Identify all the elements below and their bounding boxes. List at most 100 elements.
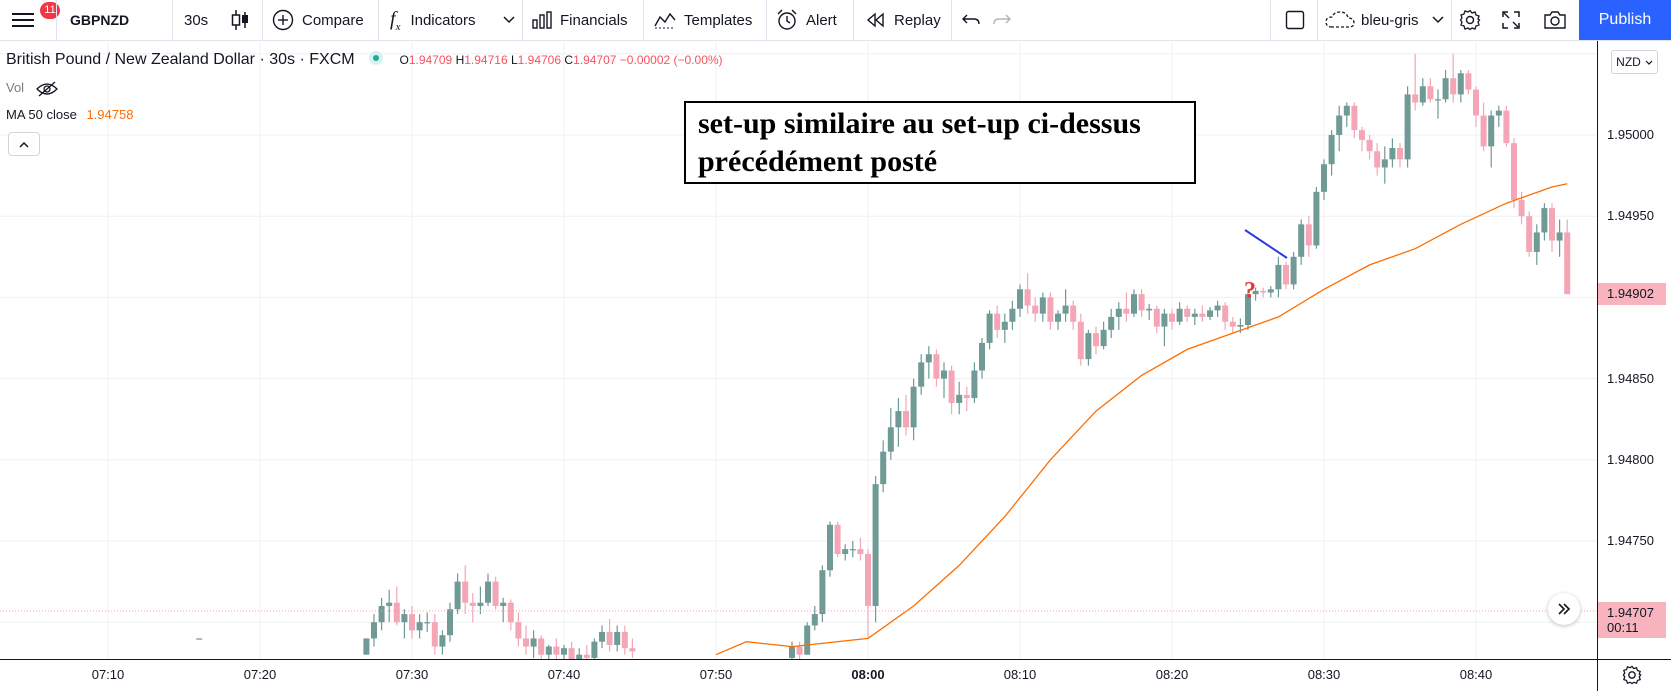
candle-body xyxy=(1229,321,1236,327)
candle-body xyxy=(606,631,613,645)
symbol-search-button[interactable]: GBPNZD xyxy=(70,12,130,28)
candle-body xyxy=(1465,73,1472,90)
candle-body xyxy=(561,648,567,655)
candle-body xyxy=(507,602,514,623)
candle-body xyxy=(462,581,469,603)
candle-body xyxy=(1480,115,1487,147)
candle-body xyxy=(1359,130,1365,140)
indicators-button[interactable]: fx Indicators xyxy=(390,0,476,40)
expand-icon xyxy=(1502,11,1520,29)
volume-legend[interactable]: Vol xyxy=(6,80,58,97)
price-axis-border xyxy=(1597,41,1598,691)
indicators-dropdown-button[interactable] xyxy=(503,0,515,40)
candle-body xyxy=(1351,105,1358,131)
candle-body xyxy=(1176,308,1183,322)
candle-body xyxy=(515,622,522,639)
candle-body xyxy=(1237,325,1244,327)
snapshot-button[interactable] xyxy=(1543,0,1567,40)
time-tick-label: 08:40 xyxy=(1459,667,1493,682)
candle-body xyxy=(1419,86,1426,103)
layout-dropdown-button[interactable] xyxy=(1432,0,1444,40)
gear-icon xyxy=(1459,9,1481,31)
top-toolbar: 11 GBPNZD 30s Compare fx Indicators xyxy=(0,0,1671,41)
replay-button[interactable]: Replay xyxy=(866,0,941,40)
candle-body xyxy=(568,648,575,659)
candle-body xyxy=(956,394,963,403)
candle-body xyxy=(1450,78,1457,95)
candle-body xyxy=(1321,164,1327,192)
compare-button[interactable]: Compare xyxy=(272,0,364,40)
candle-body xyxy=(1457,73,1464,95)
templates-icon xyxy=(654,12,676,29)
candle-body xyxy=(910,386,917,428)
eye-crossed-icon[interactable] xyxy=(35,81,58,97)
price-tick-label: 1.95000 xyxy=(1607,127,1654,142)
time-tick-label: 08:00 xyxy=(851,667,885,682)
toolbar-divider xyxy=(1451,0,1452,40)
candle-body xyxy=(454,581,461,610)
candle-body xyxy=(1298,224,1305,257)
alarm-clock-icon xyxy=(777,9,797,30)
candle-body xyxy=(492,581,499,606)
ohlc-values: O1.94709 H1.94716 L1.94706 C1.94707 −0.0… xyxy=(399,53,723,67)
redo-button[interactable] xyxy=(993,0,1011,40)
ma-legend[interactable]: MA 50 close 1.94758 xyxy=(6,107,133,122)
candle-body xyxy=(1518,199,1525,217)
candle-body xyxy=(469,602,476,606)
candle-body xyxy=(599,631,605,642)
candle-body xyxy=(1533,232,1540,252)
candle-body xyxy=(386,602,393,606)
candle-body xyxy=(1055,313,1061,322)
interval-button[interactable]: 30s xyxy=(184,11,209,29)
collapse-legend-button[interactable] xyxy=(8,132,40,156)
financials-button[interactable]: Financials xyxy=(532,0,628,40)
candle-body xyxy=(963,394,970,399)
publish-button[interactable]: Publish xyxy=(1579,0,1671,40)
currency-label: NZD xyxy=(1616,55,1641,69)
candles-icon xyxy=(231,10,248,30)
candle-body xyxy=(1062,305,1069,314)
candle-body xyxy=(1138,294,1145,311)
chevron-down-icon xyxy=(503,16,515,24)
candle-body xyxy=(1290,256,1297,285)
candle-body xyxy=(614,631,621,645)
annotation-question-mark: ? xyxy=(1244,278,1256,304)
price-tick-label: 1.94800 xyxy=(1607,451,1654,467)
ma-label: MA 50 close xyxy=(6,107,77,122)
candle-body xyxy=(1442,78,1449,100)
candle-body xyxy=(1541,208,1548,233)
candle-body xyxy=(1009,308,1016,322)
candle-body xyxy=(1131,294,1137,314)
gear-icon[interactable] xyxy=(1622,665,1642,685)
scroll-to-realtime-button[interactable] xyxy=(1548,593,1580,625)
candle-body xyxy=(1374,151,1381,168)
current-price-label: 1.94902 xyxy=(1598,283,1666,306)
time-tick-label: 08:20 xyxy=(1155,667,1189,682)
toolbar-divider xyxy=(1317,0,1318,40)
candle-body xyxy=(1093,333,1099,347)
fullscreen-layout-button[interactable] xyxy=(1285,0,1305,40)
candle-body xyxy=(1343,105,1350,116)
currency-selector[interactable]: NZD xyxy=(1611,50,1658,74)
candle-body xyxy=(1275,264,1282,290)
price-tick-label: 1.94850 xyxy=(1607,370,1654,386)
candle-body xyxy=(1556,232,1563,241)
fullscreen-button[interactable] xyxy=(1502,0,1520,40)
main-menu-button[interactable]: 11 xyxy=(12,0,60,40)
undo-button[interactable] xyxy=(962,0,980,40)
annotation-text-box[interactable]: set-up similaire au set-up ci-dessus pré… xyxy=(684,101,1196,184)
candle-body xyxy=(986,313,993,343)
candle-body xyxy=(1184,308,1191,317)
settings-button[interactable] xyxy=(1459,0,1481,40)
candle-body xyxy=(1001,321,1008,330)
layout-button[interactable]: bleu-gris xyxy=(1325,0,1419,40)
candle-body xyxy=(393,602,400,623)
alert-button[interactable]: Alert xyxy=(776,0,837,40)
candle-body xyxy=(591,641,598,658)
templates-button[interactable]: Templates xyxy=(654,0,752,40)
symbol-legend[interactable]: British Pound / New Zealand Dollar · 30s… xyxy=(6,50,723,69)
candle-body xyxy=(447,609,453,636)
chart-type-button[interactable] xyxy=(230,0,250,40)
candle-body xyxy=(903,411,909,428)
candle-body xyxy=(880,451,887,485)
